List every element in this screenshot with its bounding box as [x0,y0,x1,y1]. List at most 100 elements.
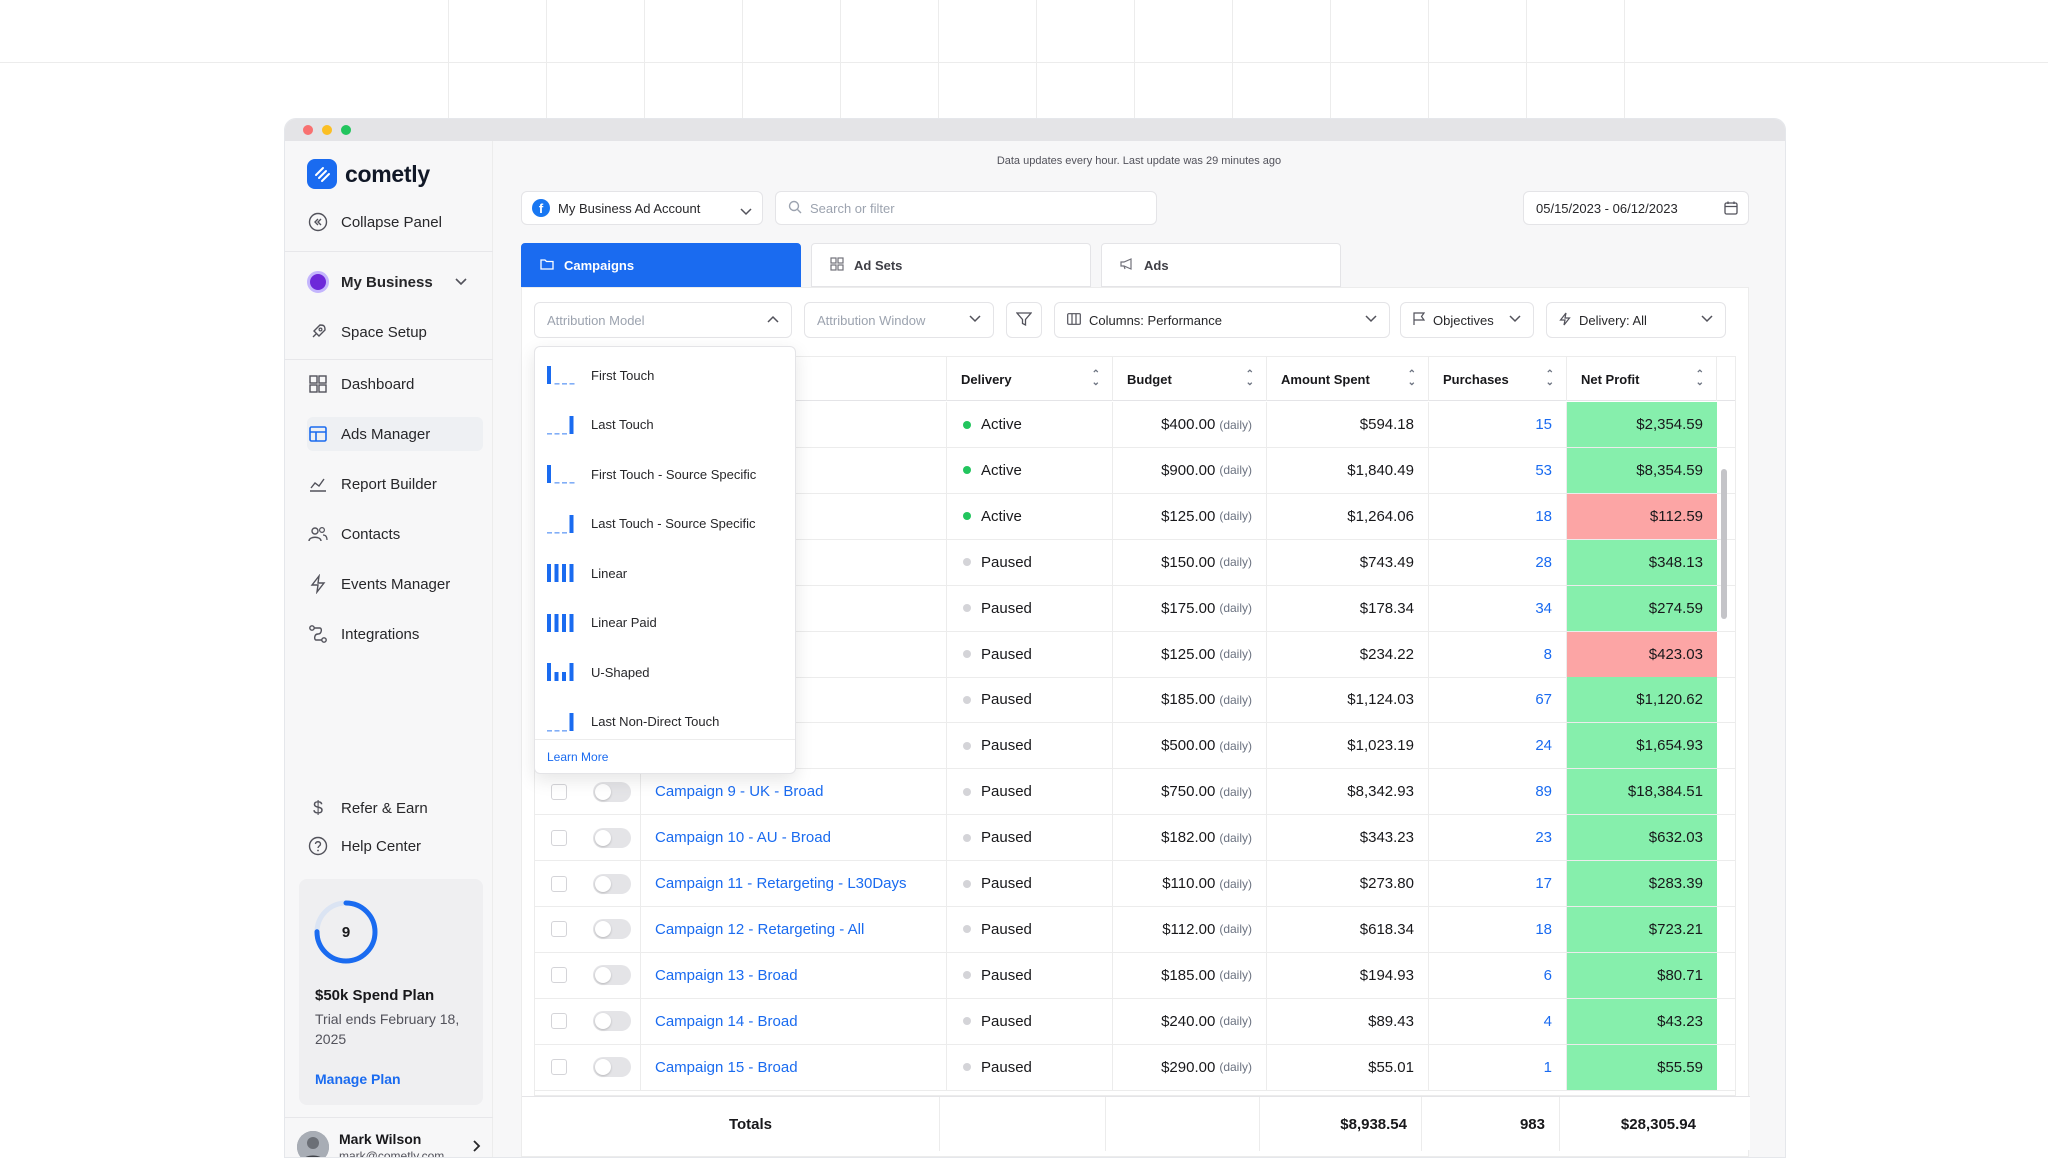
attribution-option[interactable]: First Touch - Source Specific [545,454,785,494]
minimize-window-dot[interactable] [322,125,332,135]
table-row[interactable]: Campaign 10 - AU - Broad Paused $182.00 (da… [535,815,1735,862]
purchases[interactable]: 24 [1429,723,1567,769]
purchases[interactable]: 23 [1429,815,1567,861]
budget-cell[interactable]: $150.00 (daily) [1113,539,1267,585]
close-window-dot[interactable] [303,125,313,135]
header-amount-spent[interactable]: Amount Spent ⌃ ⌄ [1267,357,1429,401]
campaign-name[interactable]: Campaign 15 - Broad [641,1044,947,1090]
budget-cell[interactable]: $185.00 (daily) [1113,677,1267,723]
campaign-name[interactable]: Campaign 12 - Retargeting - All [641,906,947,952]
row-toggle[interactable] [593,781,631,802]
sidebar-item-report-builder[interactable]: Report Builder [307,467,483,501]
columns-select[interactable]: Columns: Performance [1054,302,1390,338]
learn-more-link[interactable]: Learn More [535,739,795,773]
budget-cell[interactable]: $125.00 (daily) [1113,631,1267,677]
table-row[interactable]: Campaign 13 - Broad Paused $185.00 (daily) $… [535,952,1735,999]
purchases[interactable]: 28 [1429,539,1567,585]
budget-cell[interactable]: $900.00 (daily) [1113,447,1267,493]
sidebar-item-ads-manager[interactable]: Ads Manager [307,417,483,451]
header-net-profit[interactable]: Net Profit ⌃ ⌄ [1567,357,1717,401]
tab-ads[interactable]: Ads [1101,243,1341,287]
attribution-option[interactable]: U-Shaped [545,652,785,692]
attribution-option[interactable]: Last Touch - Source Specific [545,504,785,544]
sidebar-item-space-setup[interactable]: Space Setup [307,315,483,349]
collapse-panel-button[interactable]: Collapse Panel [307,205,483,239]
campaign-name[interactable]: Campaign 10 - AU - Broad [641,815,947,861]
budget-cell[interactable]: $125.00 (daily) [1113,493,1267,539]
purchases[interactable]: 6 [1429,952,1567,998]
header-budget[interactable]: Budget ⌃ ⌄ [1113,357,1267,401]
row-toggle[interactable] [593,919,631,940]
sidebar-item-dashboard[interactable]: Dashboard [307,367,483,401]
attribution-option[interactable]: Last Non-Direct Touch [545,702,785,742]
budget-cell[interactable]: $290.00 (daily) [1113,1044,1267,1090]
row-toggle[interactable] [593,1057,631,1078]
row-checkbox[interactable] [551,921,567,938]
campaign-name[interactable]: Campaign 11 - Retargeting - L30Days [641,861,947,906]
sidebar-item-refer-earn[interactable]: $ Refer & Earn [307,791,483,825]
sidebar-item-contacts[interactable]: Contacts [307,517,483,551]
row-toggle[interactable] [593,827,631,848]
row-toggle[interactable] [593,965,631,986]
tab-ad-sets[interactable]: Ad Sets [811,243,1091,287]
budget-cell[interactable]: $110.00 (daily) [1113,861,1267,906]
purchases[interactable]: 34 [1429,585,1567,631]
budget-cell[interactable]: $182.00 (daily) [1113,815,1267,861]
campaign-name[interactable]: Campaign 14 - Broad [641,998,947,1044]
budget-cell[interactable]: $750.00 (daily) [1113,769,1267,815]
budget-cell[interactable]: $240.00 (daily) [1113,998,1267,1044]
row-checkbox[interactable] [551,1059,567,1076]
header-delivery[interactable]: Delivery ⌃ ⌄ [947,357,1113,401]
campaign-name[interactable]: Campaign 9 - UK - Broad [641,769,947,815]
row-toggle[interactable] [593,1011,631,1032]
row-toggle[interactable] [593,873,631,894]
attribution-window-select[interactable]: Attribution Window [804,302,994,338]
purchases[interactable]: 67 [1429,677,1567,723]
sidebar-item-integrations[interactable]: Integrations [307,617,483,651]
budget-cell[interactable]: $175.00 (daily) [1113,585,1267,631]
row-checkbox[interactable] [551,967,567,984]
purchases[interactable]: 18 [1429,906,1567,952]
row-checkbox[interactable] [551,783,567,800]
purchases[interactable]: 1 [1429,1044,1567,1090]
attribution-option[interactable]: First Touch [545,355,785,395]
row-checkbox[interactable] [551,829,567,846]
app-logo[interactable]: cometly [307,159,430,189]
purchases[interactable]: 4 [1429,998,1567,1044]
search-input[interactable]: Search or filter [775,191,1157,225]
budget-cell[interactable]: $500.00 (daily) [1113,723,1267,769]
table-row[interactable]: Campaign 15 - Broad Paused $290.00 (daily) $… [535,1044,1735,1091]
delivery-select[interactable]: Delivery: All [1546,302,1726,338]
attribution-option[interactable]: Linear Paid [545,603,785,643]
purchases[interactable]: 53 [1429,447,1567,493]
purchases[interactable]: 18 [1429,493,1567,539]
filter-button[interactable] [1006,302,1042,338]
purchases[interactable]: 17 [1429,861,1567,906]
objectives-select[interactable]: Objectives [1400,302,1534,338]
table-row[interactable]: Campaign 14 - Broad Paused $240.00 (daily) $… [535,998,1735,1045]
table-row[interactable]: Campaign 12 - Retargeting - All Paused $11… [535,906,1735,953]
campaign-name[interactable]: Campaign 13 - Broad [641,952,947,998]
row-checkbox[interactable] [551,875,567,892]
budget-cell[interactable]: $112.00 (daily) [1113,906,1267,952]
sidebar-item-help-center[interactable]: Help Center [307,829,483,863]
table-row[interactable]: Campaign 9 - UK - Broad Paused $750.00 (dai… [535,769,1735,816]
attribution-option[interactable]: Last Touch [545,405,785,445]
attribution-option[interactable]: Linear [545,553,785,593]
user-profile[interactable]: Mark Wilson mark@cometly.com [297,1125,487,1157]
maximize-window-dot[interactable] [341,125,351,135]
budget-cell[interactable]: $185.00 (daily) [1113,952,1267,998]
header-purchases[interactable]: Purchases ⌃ ⌄ [1429,357,1567,401]
purchases[interactable]: 89 [1429,769,1567,815]
table-scrollbar[interactable] [1721,469,1727,619]
business-selector[interactable]: My Business [307,265,483,299]
purchases[interactable]: 15 [1429,402,1567,447]
purchases[interactable]: 8 [1429,631,1567,677]
row-checkbox[interactable] [551,1013,567,1030]
table-row[interactable]: Campaign 11 - Retargeting - L30Days Pause… [535,861,1735,907]
ad-account-select[interactable]: f My Business Ad Account [521,191,763,225]
attribution-model-select[interactable]: Attribution Model [534,302,792,338]
date-range-picker[interactable]: 05/15/2023 - 06/12/2023 [1523,191,1749,225]
manage-plan-link[interactable]: Manage Plan [315,1071,401,1087]
sidebar-item-events-manager[interactable]: Events Manager [307,567,483,601]
